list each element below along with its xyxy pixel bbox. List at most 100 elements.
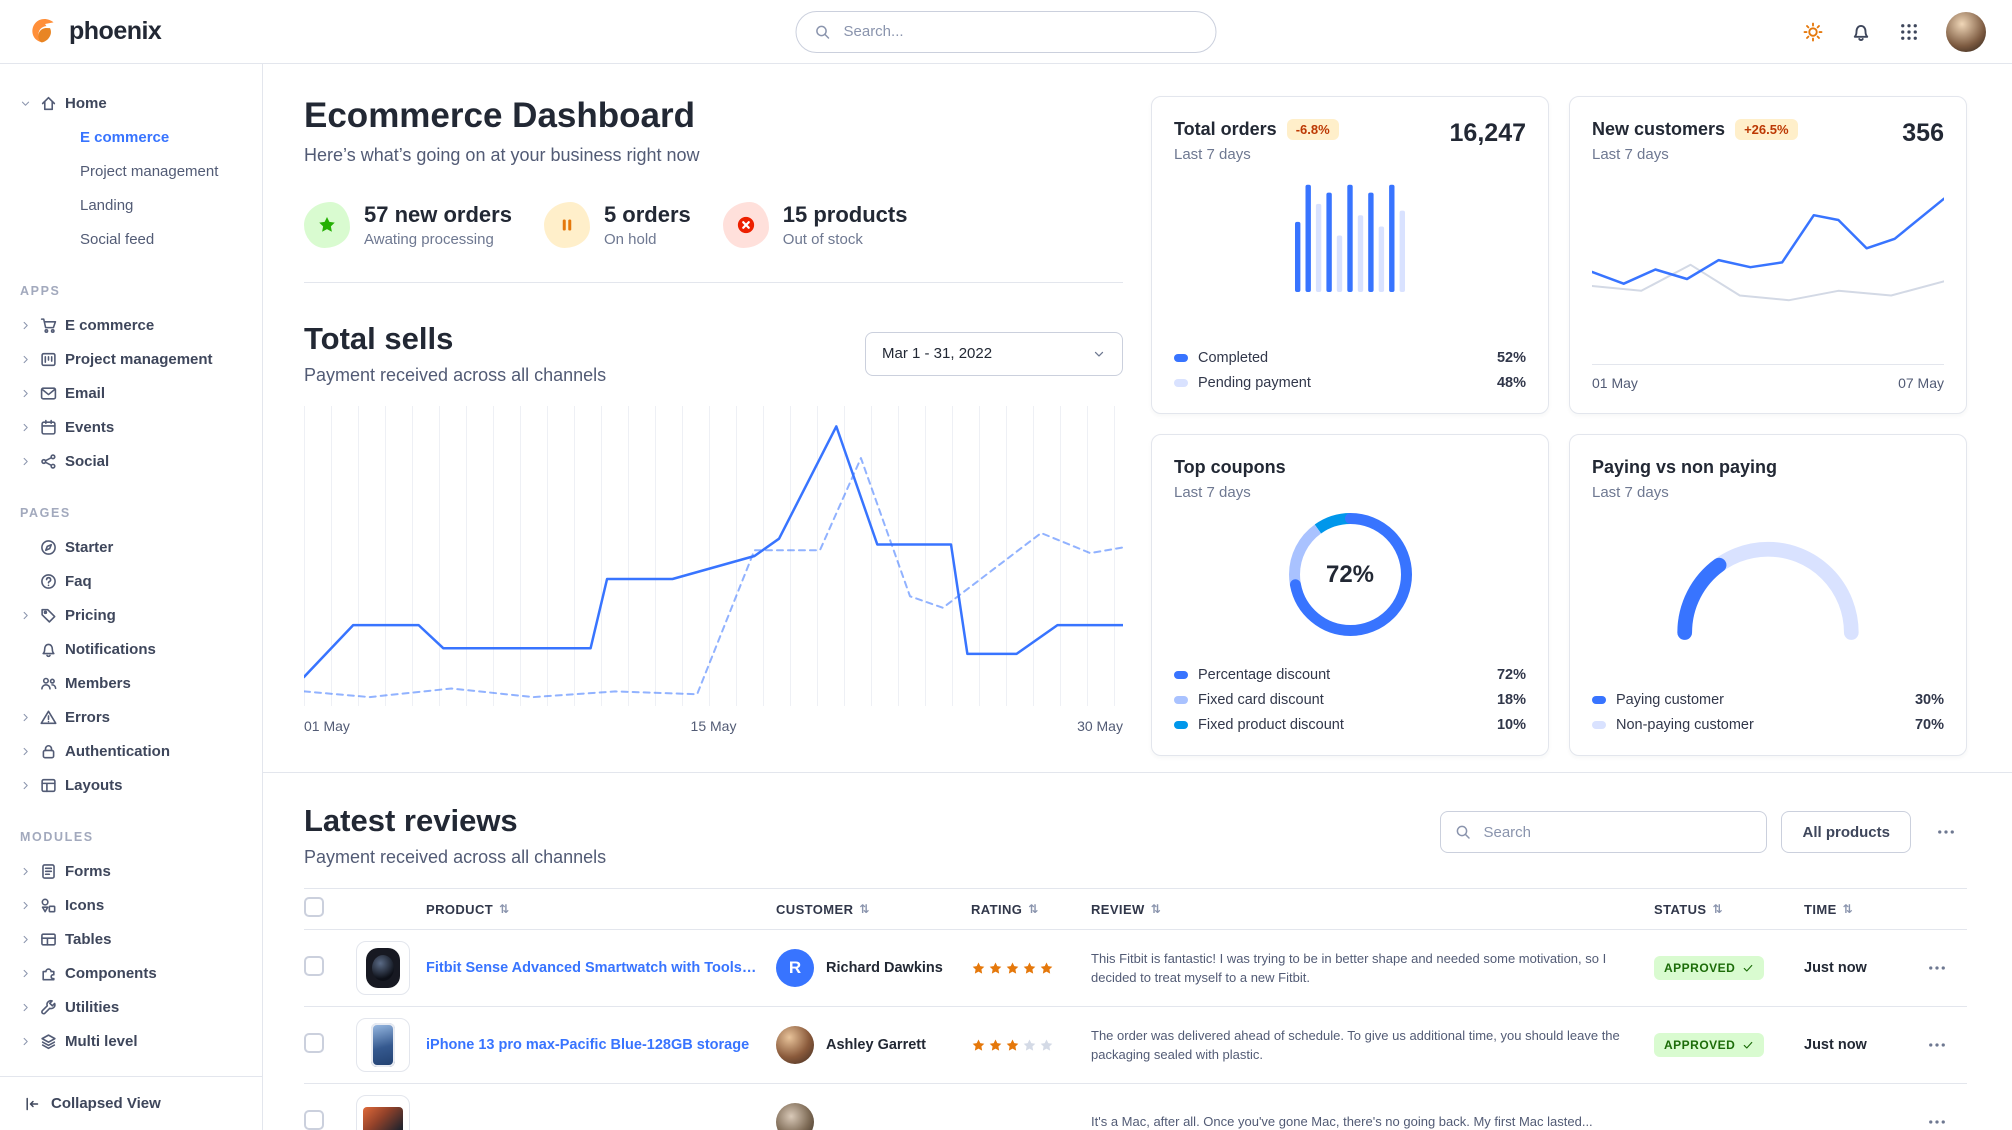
sidebar-item-email[interactable]: Email [20, 376, 248, 410]
select-all-cell [304, 896, 356, 922]
sidebar-item-pricing[interactable]: Pricing [20, 598, 248, 632]
reviews-search[interactable] [1440, 811, 1768, 853]
row-checkbox[interactable] [304, 1109, 324, 1130]
card-title: Total orders [1174, 119, 1277, 139]
sidebar-item-tables[interactable]: Tables [20, 922, 248, 956]
total-orders-legend: Completed 52% Pending payment 48% [1174, 350, 1526, 391]
reviews-search-input[interactable] [1481, 822, 1753, 842]
column-header-product[interactable]: PRODUCT ⇅ [426, 902, 776, 917]
row-checkbox[interactable] [304, 1032, 324, 1053]
sidebar-item-errors[interactable]: Errors [20, 700, 248, 734]
x-axis-label: 15 May [690, 718, 737, 734]
sidebar-item-utilities[interactable]: Utilities [20, 990, 248, 1024]
all-products-button[interactable]: All products [1781, 811, 1911, 853]
row-more-button[interactable] [1916, 947, 1958, 989]
caret-right-icon [20, 610, 32, 621]
sidebar-nav: Home E commerce Project management Landing S… [0, 86, 262, 1101]
sidebar-subitem-e-commerce[interactable]: E commerce [80, 128, 170, 146]
reviews-more-button[interactable] [1925, 811, 1967, 853]
home-icon [40, 95, 57, 112]
column-header-status[interactable]: STATUS ⇅ [1654, 902, 1804, 917]
customer-cell [776, 1103, 971, 1130]
theme-toggle-button[interactable] [1792, 11, 1834, 53]
sidebar-item-label: Members [65, 674, 131, 692]
notifications-button[interactable] [1840, 11, 1882, 53]
stat-value: 57 new orders [364, 202, 512, 227]
collapsed-view-toggle[interactable]: Collapsed View [0, 1076, 262, 1130]
x-axis-label: 07 May [1898, 375, 1944, 391]
row-more-button[interactable] [1916, 1024, 1958, 1066]
product-image-cell [356, 1018, 426, 1072]
table-row: iPhone 13 pro max-Pacific Blue-128GB sto… [304, 1007, 1967, 1084]
search-icon [1455, 824, 1471, 840]
total-orders-card: Total orders -6.8% Last 7 days 16,247 Co… [1151, 96, 1549, 414]
sidebar-item-label: Components [65, 964, 157, 982]
row-checkbox[interactable] [304, 955, 324, 976]
caret-right-icon [20, 1002, 32, 1013]
column-header-label: REVIEW [1091, 901, 1145, 917]
column-header-time[interactable]: TIME ⇅ [1804, 902, 1916, 917]
pause-icon [557, 215, 577, 235]
sidebar: Home E commerce Project management Landing S… [0, 64, 263, 1130]
form-icon [40, 863, 57, 880]
product-image-cell [356, 941, 426, 995]
sidebar-item-social[interactable]: Social [20, 444, 248, 478]
new-customers-badge: +26.5% [1735, 119, 1798, 140]
date-range-select[interactable]: Mar 1 - 31, 2022 [865, 331, 1123, 376]
sidebar-item-e-commerce[interactable]: E commerce [20, 308, 248, 342]
table-row: Fitbit Sense Advanced Smartwatch with To… [304, 930, 1967, 1007]
bell-icon [40, 641, 57, 658]
brand[interactable]: phoenix [26, 15, 162, 48]
row-more-button[interactable] [1916, 1101, 1958, 1130]
legend-label: Fixed product discount [1198, 717, 1344, 733]
stat-blob [722, 202, 769, 248]
sidebar-item-authentication[interactable]: Authentication [20, 734, 248, 768]
sidebar-subitem-landing[interactable]: Landing [80, 196, 134, 214]
column-header-review[interactable]: REVIEW ⇅ [1091, 902, 1654, 917]
sidebar-item-label: Notifications [65, 640, 156, 658]
sidebar-item-label: Social [65, 452, 110, 470]
caret-right-icon [20, 968, 32, 979]
column-header-customer[interactable]: CUSTOMER ⇅ [776, 902, 971, 917]
select-all-checkbox[interactable] [304, 896, 324, 917]
sidebar-item-project-management[interactable]: Project management [20, 342, 248, 376]
sidebar-item-forms[interactable]: Forms [20, 854, 248, 888]
table-row: It's a Mac, after all. Once you've gone … [304, 1084, 1967, 1130]
global-search[interactable] [795, 10, 1217, 53]
sidebar-item-events[interactable]: Events [20, 410, 248, 444]
global-search-input[interactable] [841, 22, 1198, 41]
sidebar-item-members[interactable]: Members [20, 666, 248, 700]
new-customers-line-chart [1592, 189, 1944, 317]
sidebar-item-label: Faq [65, 572, 92, 590]
legend-value: 18% [1496, 692, 1526, 708]
question-icon [40, 573, 57, 590]
caret-right-icon [20, 320, 32, 331]
sidebar-item-components[interactable]: Components [20, 956, 248, 990]
product-link[interactable]: iPhone 13 pro max-Pacific Blue-128GB sto… [426, 1037, 750, 1053]
column-header-rating[interactable]: RATING ⇅ [971, 902, 1091, 917]
sidebar-item-label: Events [65, 418, 115, 436]
sidebar-item-notifications[interactable]: Notifications [20, 632, 248, 666]
apps-menu-button[interactable] [1888, 11, 1930, 53]
section-divider [263, 772, 2012, 773]
x-axis-label: 01 May [1592, 375, 1638, 391]
sidebar-item-icons[interactable]: Icons [20, 888, 248, 922]
caret-right-icon [20, 354, 32, 365]
caret-down-icon [20, 98, 32, 109]
total-sells-chart [304, 406, 1123, 706]
stat-text: 57 new orders Awating processing [364, 202, 512, 248]
sidebar-item-faq[interactable]: Faq [20, 564, 248, 598]
sidebar-subitem-social-feed[interactable]: Social feed [80, 230, 155, 248]
user-avatar[interactable] [1946, 11, 1986, 52]
sidebar-item-starter[interactable]: Starter [20, 530, 248, 564]
sidebar-item-label: Home [65, 94, 107, 112]
sidebar-item-home[interactable]: Home [20, 86, 248, 120]
sidebar-item-layouts[interactable]: Layouts [20, 768, 248, 802]
product-link[interactable]: Fitbit Sense Advanced Smartwatch with To… [426, 960, 772, 976]
row-actions-cell [1916, 1024, 1967, 1066]
legend-dot [1592, 721, 1606, 729]
caret-right-icon [20, 422, 32, 433]
sidebar-subitem-project-management[interactable]: Project management [80, 162, 219, 180]
time-cell: Just now [1804, 960, 1867, 976]
sidebar-item-multi-level[interactable]: Multi level [20, 1024, 248, 1058]
